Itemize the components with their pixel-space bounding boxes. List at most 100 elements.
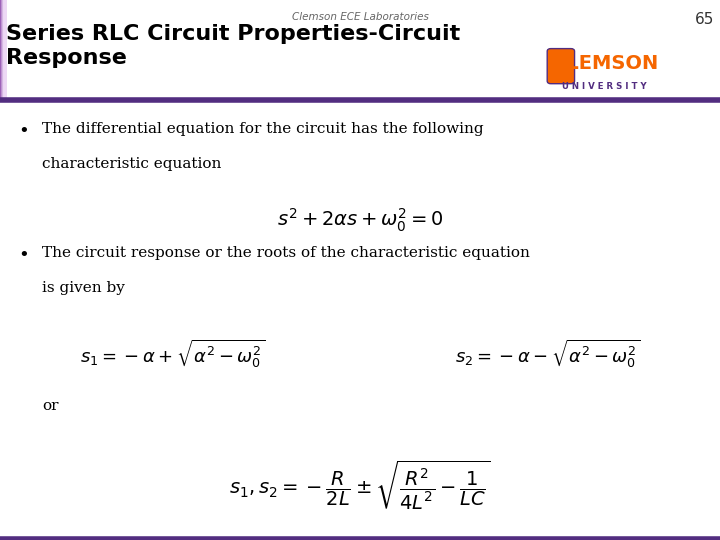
Bar — [1, 0, 5, 100]
Bar — [4, 0, 7, 100]
Bar — [4, 0, 7, 100]
Bar — [1, 0, 5, 100]
Bar — [1, 0, 4, 100]
Bar — [1, 0, 4, 100]
Bar — [4, 0, 7, 100]
Bar — [3, 0, 6, 100]
Bar — [1, 0, 4, 100]
Bar — [3, 0, 6, 100]
Bar — [1, 0, 5, 100]
Bar — [3, 0, 6, 100]
Bar — [2, 0, 6, 100]
Bar — [3, 0, 6, 100]
Bar — [1, 0, 5, 100]
Text: $s^2 + 2\alpha s + \omega_0^2 = 0$: $s^2 + 2\alpha s + \omega_0^2 = 0$ — [276, 207, 444, 234]
Bar — [4, 0, 7, 100]
Bar — [4, 0, 7, 100]
Bar — [2, 0, 6, 100]
Bar — [4, 0, 7, 100]
Bar — [1, 0, 4, 100]
Text: is given by: is given by — [42, 281, 125, 295]
Bar — [1, 0, 5, 100]
Bar — [1, 0, 4, 100]
Bar — [3, 0, 6, 100]
Bar — [4, 0, 7, 100]
Bar — [1, 0, 5, 100]
Bar — [0, 0, 4, 100]
Bar — [3, 0, 6, 100]
Bar — [1, 0, 5, 100]
Text: The differential equation for the circuit has the following: The differential equation for the circui… — [42, 122, 483, 136]
Bar — [2, 0, 6, 100]
Bar — [2, 0, 6, 100]
Bar — [1, 0, 4, 100]
Bar — [1, 0, 5, 100]
Bar — [2, 0, 6, 100]
Bar — [1, 0, 4, 100]
Bar — [3, 0, 6, 100]
Bar — [3, 0, 6, 100]
Bar — [1, 0, 5, 100]
Bar — [4, 0, 7, 100]
Bar — [2, 0, 6, 100]
Bar — [3, 0, 6, 100]
Bar — [1, 0, 5, 100]
Bar — [1, 0, 5, 100]
Bar — [1, 0, 4, 100]
Bar — [3, 0, 6, 100]
Bar — [1, 0, 4, 100]
Bar — [4, 0, 7, 100]
Bar — [3, 0, 6, 100]
Bar — [4, 0, 7, 100]
Bar — [0, 0, 4, 100]
Bar — [1, 0, 5, 100]
Bar — [1, 0, 4, 100]
Bar — [1, 0, 4, 100]
Bar — [0, 0, 4, 100]
Bar — [3, 0, 6, 100]
Bar — [1, 0, 5, 100]
Bar — [3, 0, 6, 100]
Bar — [3, 0, 6, 100]
Bar — [1, 0, 5, 100]
Bar — [2, 0, 6, 100]
Bar — [1, 0, 5, 100]
Bar — [2, 0, 6, 100]
Bar — [2, 0, 6, 100]
Bar — [2, 0, 6, 100]
Bar — [1, 0, 4, 100]
Bar — [1, 0, 4, 100]
Bar — [1, 0, 4, 100]
Text: The circuit response or the roots of the characteristic equation: The circuit response or the roots of the… — [42, 246, 530, 260]
Bar — [1, 0, 5, 100]
Bar — [2, 0, 6, 100]
Bar — [4, 0, 7, 100]
Bar — [2, 0, 6, 100]
Bar — [0, 0, 4, 100]
Bar — [1, 0, 4, 100]
Bar — [1, 0, 4, 100]
Bar — [0, 0, 4, 100]
Bar — [3, 0, 6, 100]
Bar — [3, 0, 6, 100]
Text: U N I V E R S I T Y: U N I V E R S I T Y — [562, 82, 647, 91]
Text: characteristic equation: characteristic equation — [42, 157, 221, 171]
Bar — [0, 0, 4, 100]
Bar — [3, 0, 6, 100]
Bar — [0, 0, 4, 100]
Bar — [2, 0, 6, 100]
Bar — [1, 0, 5, 100]
Bar — [2, 0, 6, 100]
Bar — [2, 0, 6, 100]
Bar — [2, 0, 6, 100]
Bar — [2, 0, 6, 100]
Bar — [1, 0, 4, 100]
Bar — [1, 0, 5, 100]
Bar — [1, 0, 4, 100]
Bar — [1, 0, 4, 100]
Text: •: • — [18, 122, 29, 139]
Text: 65: 65 — [695, 12, 714, 27]
Bar — [2, 0, 6, 100]
Text: $s_2 = -\alpha - \sqrt{\alpha^2 - \omega_0^2}$: $s_2 = -\alpha - \sqrt{\alpha^2 - \omega… — [454, 338, 640, 370]
Bar — [2, 0, 6, 100]
